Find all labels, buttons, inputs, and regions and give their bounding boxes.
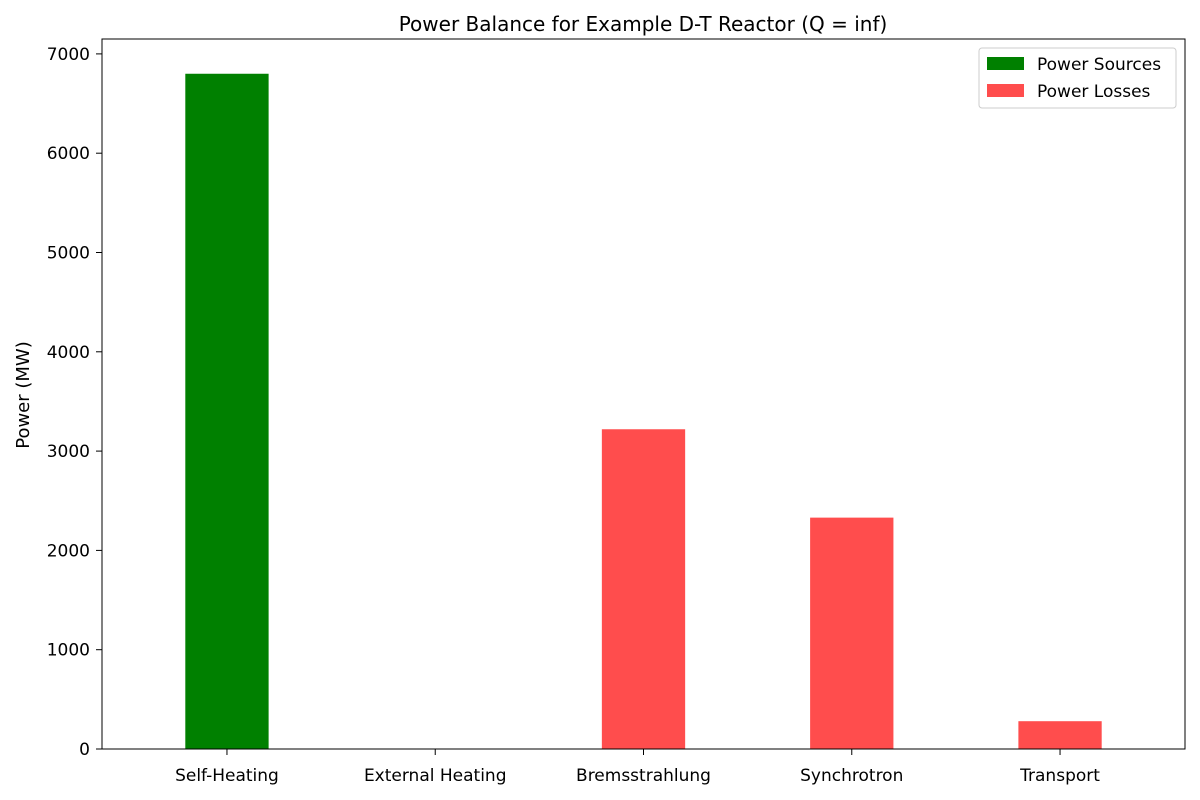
x-tick-label: External Heating (364, 766, 507, 786)
y-tick-label: 6000 (47, 144, 90, 164)
x-tick-label: Synchrotron (800, 766, 903, 786)
bar-transport (1018, 721, 1102, 749)
legend-label-power-losses: Power Losses (1037, 82, 1151, 102)
legend-swatch-power-losses (987, 84, 1024, 97)
bar-synchrotron (810, 517, 894, 749)
y-tick-label: 4000 (47, 343, 90, 363)
legend: Power Sources Power Losses (978, 47, 1177, 109)
y-tick-label: 5000 (47, 243, 90, 263)
y-axis-label: Power (MW) (13, 341, 34, 449)
bar-bremsstrahlung (601, 429, 686, 749)
y-axis-ticks: 0 1000 2000 3000 4000 5000 6000 7000 (47, 45, 102, 760)
y-tick-label: 7000 (47, 45, 90, 65)
chart-title: Power Balance for Example D-T Reactor (Q… (399, 12, 888, 36)
plot-area-frame (101, 38, 1186, 750)
y-tick-label: 0 (79, 740, 90, 760)
y-tick-label: 3000 (47, 442, 90, 462)
x-axis-ticks: Self-Heating External Heating Bremsstrahlu… (175, 749, 1100, 786)
y-tick-label: 1000 (47, 641, 90, 661)
x-tick-label: Transport (1019, 766, 1100, 786)
y-tick-label: 2000 (47, 541, 90, 561)
bars-group (185, 73, 1102, 749)
x-tick-label: Bremsstrahlung (576, 766, 711, 786)
legend-label-power-sources: Power Sources (1037, 55, 1161, 75)
legend-swatch-power-sources (987, 57, 1024, 70)
bar-self-heating (185, 73, 269, 749)
x-tick-label: Self-Heating (175, 766, 279, 786)
legend-box (978, 47, 1177, 109)
